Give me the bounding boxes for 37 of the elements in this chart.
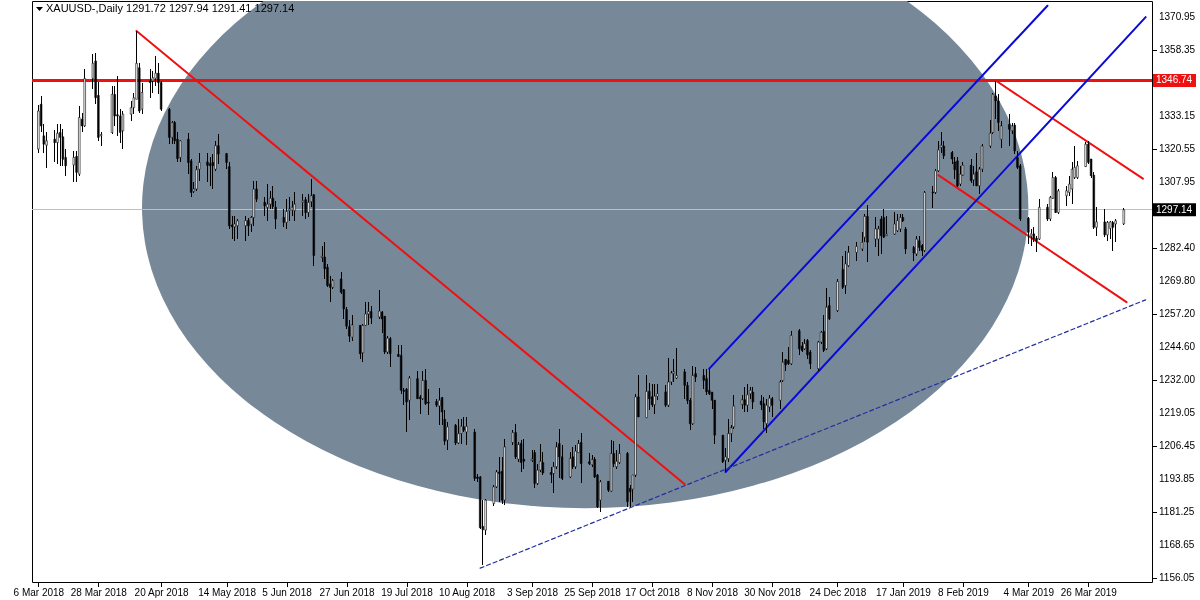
chart-title: XAUUSD-,Daily 1291.72 1297.94 1291.41 1297.14 xyxy=(46,2,295,14)
x-tick-label: 26 Mar 2019 xyxy=(1060,586,1118,598)
y-tick-label: 1333.15 xyxy=(1159,109,1196,121)
x-tick-label: 3 Sep 2018 xyxy=(506,586,559,598)
x-tick-label: 14 May 2018 xyxy=(198,586,257,598)
x-tick-label: 19 Jul 2018 xyxy=(381,586,434,598)
y-tick-label: 1206.45 xyxy=(1159,440,1196,452)
x-tick-label: 17 Jan 2019 xyxy=(875,586,932,598)
y-tick-label: 1181.25 xyxy=(1159,505,1195,517)
y-tick-label: 1193.85 xyxy=(1159,473,1195,485)
x-tick-label: 4 Mar 2019 xyxy=(1003,586,1055,598)
x-tick-label: 10 Aug 2018 xyxy=(438,586,496,598)
x-tick-label: 25 Sep 2018 xyxy=(564,586,622,598)
x-tick-label: 20 Apr 2018 xyxy=(134,586,189,598)
ref-line-label: 1297.14 xyxy=(1156,203,1193,215)
y-tick-label: 1370.95 xyxy=(1159,11,1196,23)
x-tick-label: 24 Dec 2018 xyxy=(809,586,867,598)
y-tick-label: 1219.05 xyxy=(1159,407,1196,419)
y-tick-label: 1168.65 xyxy=(1159,538,1195,550)
x-tick-label: 30 Nov 2018 xyxy=(744,586,802,598)
y-tick-label: 1282.40 xyxy=(1159,242,1196,254)
y-tick-label: 1320.55 xyxy=(1159,142,1196,154)
x-tick-label: 6 Mar 2018 xyxy=(13,586,65,598)
x-tick-label: 8 Feb 2019 xyxy=(938,586,990,598)
x-tick-label: 5 Jun 2018 xyxy=(262,586,313,598)
y-tick-label: 1307.95 xyxy=(1159,175,1196,187)
ref-line-label: 1346.74 xyxy=(1156,74,1193,86)
y-tick-label: 1269.80 xyxy=(1159,275,1196,287)
y-tick-label: 1358.35 xyxy=(1159,44,1196,56)
y-tick-label: 1244.60 xyxy=(1159,340,1196,352)
x-tick-label: 17 Oct 2018 xyxy=(625,586,681,598)
y-tick-label: 1232.00 xyxy=(1159,373,1196,385)
x-tick-label: 8 Nov 2018 xyxy=(686,586,739,598)
x-tick-label: 28 Mar 2018 xyxy=(70,586,128,598)
x-tick-label: 27 Jun 2018 xyxy=(319,586,375,598)
y-tick-label: 1257.20 xyxy=(1159,307,1196,319)
y-tick-label: 1156.05 xyxy=(1159,571,1195,583)
